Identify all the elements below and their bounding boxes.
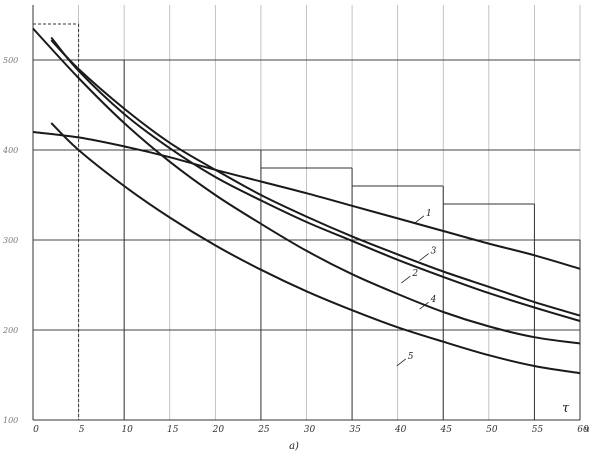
y-tick-label: 200 [2, 326, 18, 335]
curve-label: 1 [426, 209, 432, 219]
y-tick-label: 500 [3, 56, 18, 65]
x-tick-label: 50 [486, 425, 498, 435]
curve-label-leader [401, 275, 411, 284]
x-tick-label: 15 [167, 425, 179, 435]
x-tick-label: 25 [257, 425, 270, 435]
y-tick-labels: 500 400 300 200 100 [2, 56, 18, 425]
curve-label: 5 [408, 352, 414, 362]
x-tick-label: 30 [304, 425, 316, 435]
x-tick-label: 5 [79, 425, 85, 435]
curve-label-leader [419, 253, 429, 261]
x-axis-label: τ [562, 401, 570, 416]
curve-1 [32, 131, 581, 270]
curve-4 [32, 27, 581, 345]
y-tick-label: 300 [3, 236, 18, 245]
curve-label: 3 [431, 247, 437, 257]
x-tick-label: 35 [349, 425, 361, 435]
curve-label-leader [419, 301, 429, 310]
y-tick-label: 400 [2, 146, 18, 155]
x-tick-label: 45 [440, 425, 453, 435]
curve-labels: 1 2 3 4 5 [396, 209, 437, 367]
figure-caption: а) [289, 441, 299, 452]
x-tick-label: 10 [121, 425, 133, 435]
curve-label-leader [396, 358, 407, 367]
x-tick-label: 40 [394, 425, 407, 435]
curve-label: 2 [411, 269, 418, 279]
y-tick-label: 100 [3, 416, 18, 425]
curve-3 [50, 39, 581, 317]
x-axis-unit: ч [584, 425, 590, 435]
x-tick-label: 60 [577, 425, 589, 435]
curve-label: 4 [430, 295, 437, 305]
x-tick-label: 0 [33, 425, 39, 435]
curve-2 [50, 36, 581, 322]
x-tick-label: 20 [212, 425, 225, 435]
curve-label-leader [414, 215, 425, 224]
curves [32, 27, 581, 375]
curve-5 [50, 122, 581, 375]
x-tick-labels: 0 5 10 15 20 25 30 35 40 45 50 55 60 [33, 425, 589, 435]
x-tick-label: 55 [532, 425, 544, 435]
